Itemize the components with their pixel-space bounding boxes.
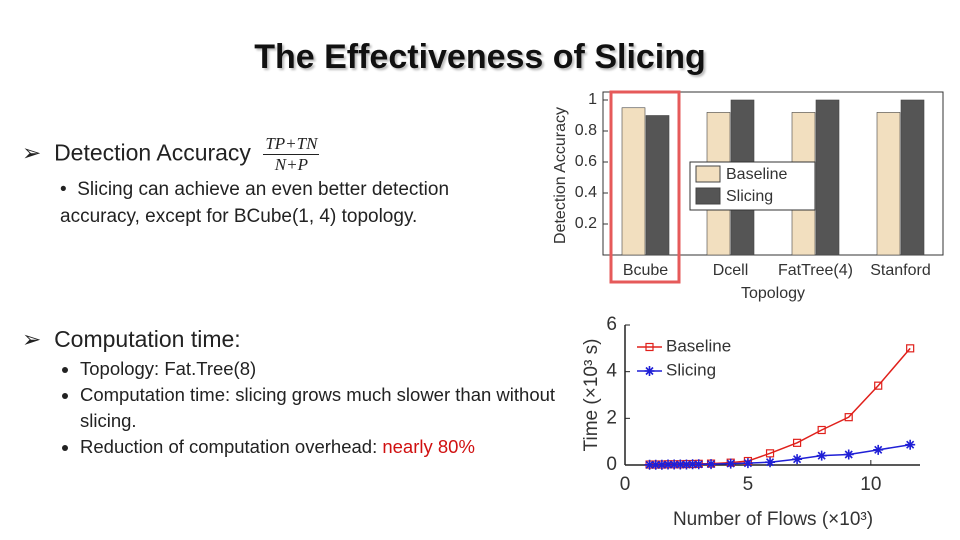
marker bbox=[669, 459, 680, 470]
x-axis-label: Topology bbox=[741, 285, 805, 302]
bar bbox=[876, 112, 901, 256]
x-tick-label: 5 bbox=[743, 474, 754, 495]
heading-text: Computation time: bbox=[54, 326, 241, 352]
marker bbox=[656, 459, 667, 470]
y-tick-label: 0.2 bbox=[575, 215, 597, 232]
y-tick-label: 4 bbox=[606, 361, 617, 382]
formula: TP+TN N+P bbox=[263, 134, 320, 175]
y-tick-label: 6 bbox=[606, 314, 617, 335]
marker bbox=[706, 459, 717, 470]
marker bbox=[675, 459, 686, 470]
y-tick-label: 2 bbox=[606, 407, 617, 428]
marker bbox=[693, 459, 704, 470]
bullet: Computation time: slicing grows much slo… bbox=[80, 382, 600, 434]
bullet-text: Computation time: slicing grows much slo… bbox=[80, 384, 556, 431]
legend-label: Baseline bbox=[726, 166, 787, 183]
marker bbox=[792, 454, 803, 465]
bullet: Topology: Fat.Tree(8) bbox=[80, 356, 600, 382]
slide-title: The Effectiveness of Slicing bbox=[254, 38, 706, 76]
y-tick-label: 0.8 bbox=[575, 122, 597, 139]
marker bbox=[644, 459, 655, 470]
marker bbox=[765, 457, 776, 468]
section-heading: ➢ Detection Accuracy TP+TN N+P bbox=[22, 134, 320, 175]
y-tick-label: 0 bbox=[606, 454, 617, 475]
bullet-text: Reduction of computation overhead: bbox=[80, 436, 383, 457]
x-tick-label: FatTree(4) bbox=[778, 262, 853, 279]
y-tick-label: 1 bbox=[588, 91, 597, 108]
denominator: N+P bbox=[274, 155, 308, 174]
y-axis-label: Time (×10³ s) bbox=[581, 339, 602, 452]
marker bbox=[687, 459, 698, 470]
marker bbox=[905, 439, 916, 450]
bullet-list: Topology: Fat.Tree(8) Computation time: … bbox=[40, 356, 600, 460]
section-heading: ➢ Computation time: bbox=[22, 326, 241, 352]
marker bbox=[725, 458, 736, 469]
marker bbox=[873, 444, 884, 455]
y-tick-label: 0.6 bbox=[575, 153, 597, 170]
x-tick-label: Bcube bbox=[623, 262, 668, 279]
marker bbox=[844, 413, 853, 422]
bullet: • Slicing can achieve an even better det… bbox=[60, 179, 450, 227]
marker bbox=[765, 449, 775, 458]
highlight: nearly 80% bbox=[382, 436, 475, 457]
marker bbox=[816, 450, 827, 461]
x-axis-label: Number of Flows (×10³) bbox=[673, 509, 873, 530]
highlight-box bbox=[609, 90, 681, 284]
marker bbox=[874, 381, 883, 390]
marker bbox=[843, 449, 854, 460]
x-tick-label: Dcell bbox=[713, 262, 749, 279]
x-tick-label: 10 bbox=[860, 474, 881, 495]
bar bbox=[621, 107, 646, 256]
marker bbox=[663, 459, 674, 470]
marker bbox=[742, 458, 753, 469]
marker bbox=[681, 459, 692, 470]
bullet-text: Slicing can achieve an even better detec… bbox=[60, 179, 450, 227]
legend-label: Slicing bbox=[726, 188, 773, 205]
marker bbox=[792, 438, 802, 447]
bullet-text: Topology: Fat.Tree(8) bbox=[80, 358, 257, 379]
y-axis-label: Detection Accuracy bbox=[552, 107, 569, 244]
x-tick-label: Stanford bbox=[870, 262, 930, 279]
marker bbox=[650, 459, 661, 470]
legend-label: Baseline bbox=[666, 336, 731, 355]
bar bbox=[815, 99, 840, 256]
legend-swatch bbox=[695, 165, 721, 183]
bullet: Reduction of computation overhead: nearl… bbox=[80, 434, 600, 460]
heading-text: Detection Accuracy bbox=[54, 139, 251, 166]
x-tick-label: 0 bbox=[620, 474, 631, 495]
numerator: TP+TN bbox=[263, 134, 320, 155]
marker bbox=[644, 366, 655, 376]
bar bbox=[645, 115, 670, 256]
marker bbox=[645, 342, 654, 352]
bar bbox=[900, 99, 925, 256]
y-tick-label: 0.4 bbox=[575, 184, 597, 201]
marker bbox=[906, 344, 915, 353]
legend-swatch bbox=[695, 187, 721, 205]
legend-label: Slicing bbox=[666, 360, 716, 379]
marker bbox=[817, 425, 826, 435]
